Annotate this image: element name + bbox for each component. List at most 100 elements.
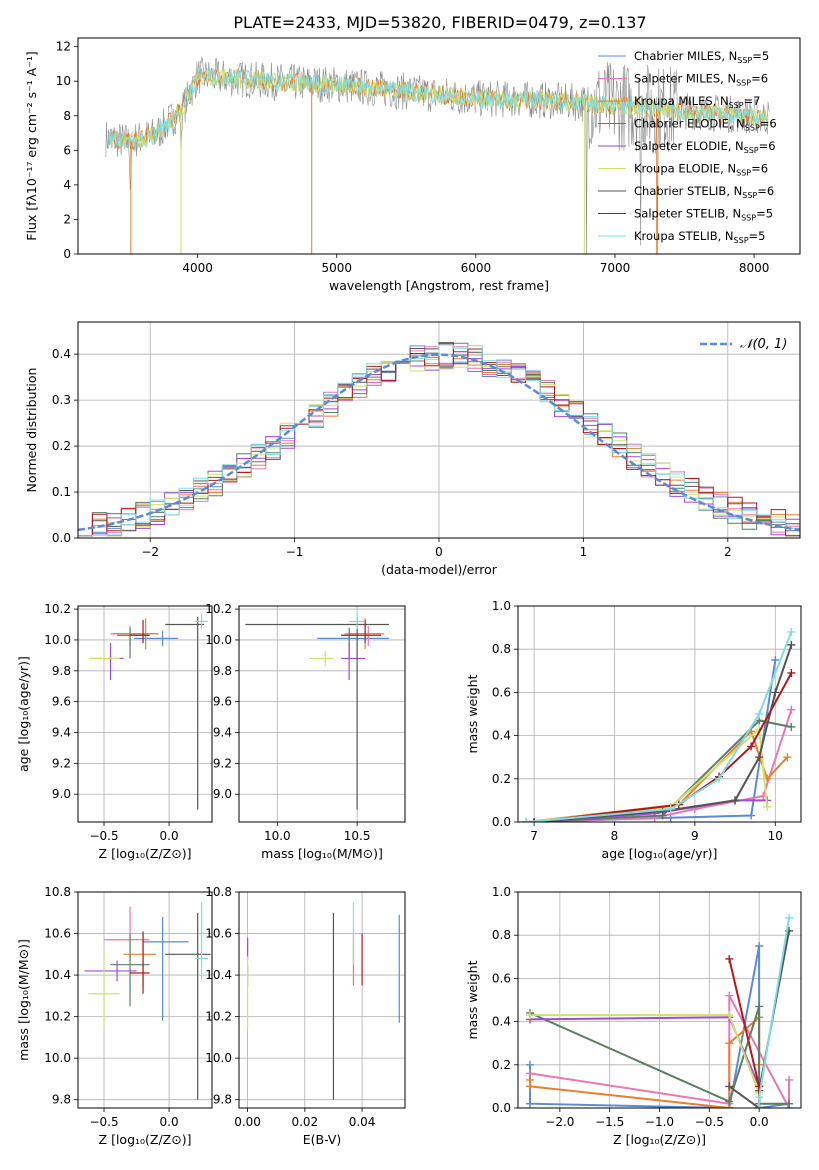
plot-area [246, 902, 400, 1100]
residuals-panel: −2 −1 0 1 2 0.0 0.1 0.2 0.3 0.4 (data-model)/error… [24, 321, 801, 577]
weight-marker [771, 688, 780, 697]
legend-label: Salpeter MILES, NSSP=6 [634, 72, 768, 88]
x-tick-label: −2.0 [545, 1115, 574, 1129]
weight-vs-metallicity-panel: −2.0 −1.5 −1.0 −0.5 0.0 0.0 0.2 0.4 0.6 0.8 1.0 Z [… [465, 885, 802, 1147]
legend-label: Salpeter STELIB, NSSP=5 [634, 207, 773, 223]
model-spectrum-line [108, 68, 769, 149]
x-tick-label: 9 [691, 829, 699, 843]
normal-legend-label: 𝒩(0, 1) [740, 337, 787, 352]
x-tick-label: 8 [611, 829, 619, 843]
legend-label: Kroupa MILES, NSSP=7 [634, 94, 760, 110]
y-tick-label: 0 [63, 247, 71, 261]
residual-histogram-step [78, 344, 800, 537]
weight-marker [755, 1104, 764, 1108]
axes-frame [238, 891, 406, 1109]
y-tick-label: 0.6 [492, 971, 511, 985]
plot-area [105, 56, 770, 254]
y-tick-label: 6 [63, 143, 71, 157]
y-tick-label: 9.4 [52, 726, 71, 740]
weight-marker [725, 1011, 734, 1020]
y-tick-label: 9.8 [213, 1093, 232, 1107]
weight-marker [725, 1082, 734, 1091]
axes-frame [517, 891, 802, 1109]
plot-area [525, 913, 794, 1108]
y-tick-label: 10 [56, 74, 71, 88]
normal-distribution-curve [78, 353, 800, 532]
weight-marker [787, 705, 796, 714]
x-tick-label: −1.0 [645, 1115, 674, 1129]
weight-marker [755, 710, 764, 718]
x-tick-label: 0 [435, 545, 443, 559]
y-tick-label: 10.2 [205, 1010, 232, 1024]
y-tick-label: 10.6 [44, 927, 71, 941]
x-tick-label: 6000 [461, 261, 492, 275]
y-tick-label: 9.0 [213, 787, 232, 801]
weight-series-line [534, 719, 792, 822]
weight-marker [755, 942, 764, 950]
x-axis-label: Z [log₁₀(Z/Z⊙)] [613, 1132, 706, 1147]
y-tick-label: 0.3 [52, 393, 71, 407]
x-tick-label: −0.5 [695, 1115, 724, 1129]
weight-marker [525, 1011, 534, 1020]
legend-label: Chabrier ELODIE, NSSP=6 [634, 117, 777, 133]
plot-area [84, 902, 211, 1100]
x-tick-label: 10.0 [264, 829, 291, 843]
axes-frame [77, 605, 213, 823]
legend-label: Kroupa ELODIE, NSSP=6 [634, 162, 768, 178]
weight-marker [658, 807, 667, 816]
x-tick-label: 5000 [321, 261, 352, 275]
weight-marker [763, 802, 772, 811]
spectrum-legend: Chabrier MILES, NSSP=5 Salpeter MILES, NS… [598, 49, 777, 245]
axes-frame [77, 321, 801, 539]
weight-marker [787, 668, 796, 677]
y-axis-label: Normed distribution [24, 368, 39, 493]
y-axis-label: mass weight [465, 960, 480, 1039]
weight-marker [525, 1099, 534, 1108]
x-tick-label: 0.0 [750, 1115, 769, 1129]
y-tick-label: 0.8 [492, 642, 511, 656]
weight-marker [725, 1039, 734, 1048]
spectrum-panel: 4000 5000 6000 7000 8000 0 2 4 6 8 10 12 wavelength … [24, 37, 801, 293]
residuals-legend: 𝒩(0, 1) [700, 337, 787, 352]
legend-label: Chabrier MILES, NSSP=5 [634, 49, 769, 65]
y-tick-label: 10.8 [205, 885, 232, 899]
y-tick-label: 0.2 [492, 772, 511, 786]
weight-marker [525, 1082, 534, 1091]
figure-title: PLATE=2433, MJD=53820, FIBERID=0479, z=0… [233, 13, 646, 32]
y-tick-label: 0.6 [492, 685, 511, 699]
y-tick-label: 10.4 [205, 968, 232, 982]
weight-marker [530, 818, 539, 822]
weight-marker [666, 805, 675, 814]
x-tick-label: 0.0 [160, 1115, 179, 1129]
x-tick-label: 2 [724, 545, 732, 559]
y-tick-label: 9.8 [52, 1093, 71, 1107]
y-tick-label: 0.0 [492, 815, 511, 829]
y-tick-label: 0.4 [492, 1015, 511, 1029]
y-tick-label: 1.0 [492, 599, 511, 613]
y-tick-label: 9.6 [52, 695, 71, 709]
y-tick-label: 0.2 [492, 1058, 511, 1072]
mass-vs-ebv-panel: 0.00 0.02 0.04 9.8 10.0 10.2 10.4 10.6 10.8 E(B-V… [205, 885, 406, 1147]
y-tick-label: 0.2 [52, 439, 71, 453]
x-tick-label: 4000 [182, 261, 213, 275]
x-tick-label: 8000 [739, 261, 770, 275]
weight-series-line [525, 631, 793, 822]
x-tick-label: 7000 [600, 261, 631, 275]
y-tick-label: 10.0 [44, 1051, 71, 1065]
weight-marker [725, 1097, 734, 1106]
weight-marker [785, 913, 794, 922]
legend-label: Kroupa STELIB, NSSP=5 [634, 229, 765, 245]
x-tick-label: 7 [530, 829, 538, 843]
weight-marker [747, 811, 756, 820]
y-axis-label: mass [log₁₀(M/M⊙)] [16, 939, 31, 1061]
legend-label: Salpeter ELODIE, NSSP=6 [634, 139, 776, 155]
x-axis-label: Z [log₁₀(Z/Z⊙)] [99, 846, 192, 861]
y-tick-label: 0.8 [492, 928, 511, 942]
y-axis-label: Flux [fλ10⁻¹⁷ erg cm⁻² s⁻¹ A⁻¹] [24, 51, 39, 240]
weight-marker [525, 1060, 534, 1069]
x-tick-label: 0.04 [349, 1115, 376, 1129]
x-axis-label: E(B-V) [303, 1132, 342, 1147]
y-tick-label: 0.0 [492, 1101, 511, 1115]
y-tick-label: 9.4 [213, 726, 232, 740]
